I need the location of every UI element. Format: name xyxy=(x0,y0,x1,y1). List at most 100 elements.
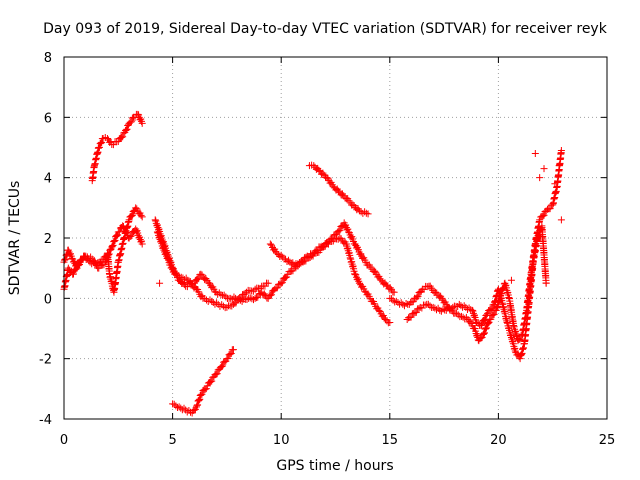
data-point xyxy=(425,282,433,290)
data-point xyxy=(477,321,485,329)
data-point xyxy=(171,270,179,278)
data-point xyxy=(410,309,418,317)
data-point xyxy=(551,180,559,188)
data-point-fill xyxy=(490,310,498,318)
data-point-fill xyxy=(546,205,554,213)
data-point-fill xyxy=(482,325,490,332)
data-point xyxy=(184,276,192,284)
data-point xyxy=(531,150,539,158)
x-tick-label: 0 xyxy=(60,433,68,448)
data-point-fill xyxy=(113,231,121,239)
data-point xyxy=(533,234,541,242)
data-point-fill xyxy=(108,242,116,250)
data-point-fill xyxy=(460,302,468,310)
axis-ticks: 0 5 10 15 20 25 -4 -2 0 2 4 6 8 xyxy=(39,51,615,448)
data-point-fill xyxy=(213,370,221,378)
data-point-fill xyxy=(118,133,126,141)
data-point xyxy=(536,174,544,182)
data-point xyxy=(156,279,164,287)
data-point xyxy=(119,222,127,230)
x-tick-label: 15 xyxy=(382,433,399,448)
series-scattered xyxy=(156,150,565,287)
y-tick-label: 2 xyxy=(44,232,52,247)
data-point xyxy=(138,213,146,221)
data-point xyxy=(329,183,337,191)
data-point xyxy=(125,234,133,242)
data-point-fill xyxy=(70,266,78,274)
data-point-fill xyxy=(426,302,434,310)
data-point xyxy=(125,216,133,224)
data-point xyxy=(69,270,77,278)
data-point-fill xyxy=(485,318,493,326)
data-point xyxy=(138,119,146,127)
data-point xyxy=(557,147,565,155)
data-point xyxy=(182,282,190,290)
x-tick-label: 5 xyxy=(168,433,176,448)
y-tick-label: -2 xyxy=(39,353,52,368)
data-point-fill xyxy=(110,237,118,245)
data-point xyxy=(429,303,437,311)
data-point-fill xyxy=(341,222,349,230)
data-point-fill xyxy=(126,118,134,126)
data-point xyxy=(110,288,118,296)
data-point-fill xyxy=(243,296,251,304)
data-point xyxy=(455,300,463,308)
data-point-fill xyxy=(109,241,117,249)
data-point xyxy=(492,306,500,314)
data-point-fill xyxy=(539,212,547,220)
data-point-fill xyxy=(267,291,275,299)
data-point xyxy=(264,294,272,302)
data-point xyxy=(499,300,507,308)
data-point xyxy=(108,140,116,148)
data-point-fill xyxy=(202,385,210,393)
data-point xyxy=(431,288,439,296)
data-point-fill xyxy=(198,390,206,398)
series-track-h xyxy=(169,346,237,417)
data-point-fill xyxy=(515,336,523,344)
data-point-fill xyxy=(540,211,548,219)
data-point xyxy=(325,237,333,245)
data-point-fill xyxy=(127,212,135,220)
data-point-fill xyxy=(138,237,146,245)
data-point-fill xyxy=(329,234,337,242)
data-point xyxy=(199,294,207,302)
data-point-fill xyxy=(126,232,134,240)
data-point xyxy=(349,201,357,209)
data-point xyxy=(103,134,111,142)
data-point xyxy=(386,318,394,326)
data-point-fill xyxy=(128,211,136,219)
data-point xyxy=(416,303,424,311)
data-point-fill xyxy=(353,244,361,252)
data-point xyxy=(210,373,218,381)
data-point-fill xyxy=(180,404,188,412)
data-point xyxy=(347,255,355,263)
data-point xyxy=(512,349,520,357)
data-point xyxy=(557,216,565,224)
data-point-fill xyxy=(194,275,202,283)
data-point xyxy=(229,346,237,354)
data-point xyxy=(355,279,363,287)
series-track-f xyxy=(266,219,398,296)
data-point xyxy=(403,315,411,323)
data-point-fill xyxy=(228,302,236,310)
data-point xyxy=(538,222,546,230)
data-point-fill xyxy=(488,305,496,313)
data-point xyxy=(449,303,457,311)
data-point xyxy=(514,337,522,345)
data-point-fill xyxy=(302,257,310,265)
data-point-fill xyxy=(470,312,478,320)
data-point-fill xyxy=(356,250,364,258)
data-point-fill xyxy=(306,254,314,262)
data-point-fill xyxy=(207,378,215,386)
data-point xyxy=(229,300,237,308)
data-points xyxy=(60,110,565,417)
data-point xyxy=(282,255,290,263)
data-point xyxy=(355,207,363,215)
data-point xyxy=(106,270,114,278)
series-track-d xyxy=(151,216,394,327)
data-point xyxy=(442,306,450,314)
data-point-fill xyxy=(196,391,204,399)
data-point xyxy=(197,391,205,399)
data-point xyxy=(323,174,331,182)
data-point xyxy=(153,228,161,236)
